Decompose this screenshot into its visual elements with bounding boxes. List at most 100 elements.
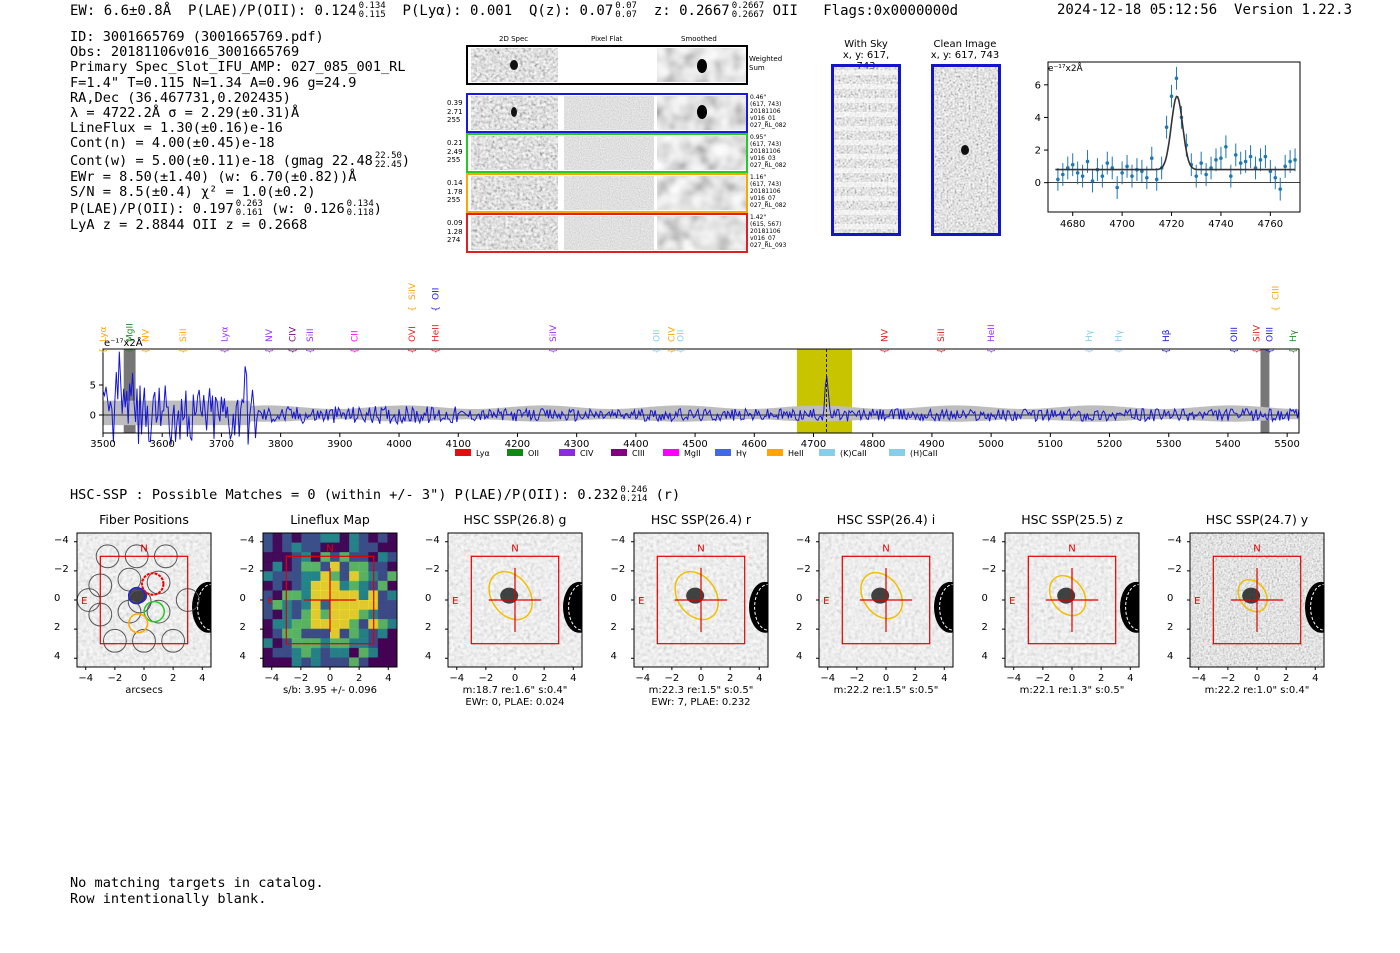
lineflux-map-cell — [310, 571, 321, 582]
hsc-xtick-label: −4 — [449, 673, 464, 684]
hsc-xtick-label: −2 — [107, 673, 122, 684]
lineflux-map-cell — [377, 533, 388, 544]
sky-band — [833, 140, 899, 145]
hsc-caption-1: m:22.2 re:1.0" s:0.4" — [1205, 685, 1310, 696]
zoom-data-point — [1130, 174, 1134, 178]
fiber-meta: 20181106 — [750, 148, 781, 155]
zoom-data-point — [1278, 187, 1283, 191]
fiber-meta: 20181106 — [750, 108, 781, 115]
lineflux-map-cell — [339, 609, 350, 620]
hsc-ytick-label: 4 — [1167, 651, 1174, 663]
hsc-ytick-label: 4 — [425, 651, 432, 663]
fiber-smoothed — [657, 176, 746, 210]
hsc-ytick-label: 2 — [981, 622, 988, 634]
spectrum-ylabel: e⁻¹⁷x2Å — [104, 336, 143, 349]
spectrum-line-brace: { — [408, 348, 418, 354]
hsc-ytick-label: 0 — [796, 593, 803, 604]
spectrum-xtick-label: 3800 — [268, 439, 293, 450]
zoom-data-point — [1070, 162, 1075, 167]
spectrum-top-line-label: SiIV — [408, 282, 418, 300]
fiber-row — [466, 173, 748, 213]
lineflux-map-cell — [358, 647, 369, 658]
hsc-ytick-label: −2 — [54, 563, 69, 575]
hsc-caption-1: m:22.1 re:1.3" s:0.5" — [1019, 685, 1124, 696]
north-label: N — [882, 544, 889, 555]
lineflux-map-cell — [262, 580, 273, 591]
fiber-row-stats: 0.21 2.49 255 — [447, 139, 463, 165]
hsc-caption-1: s/b: 3.95 +/- 0.096 — [282, 685, 376, 696]
spectrum-line-brace: { — [1252, 348, 1262, 354]
spectrum-error-band — [103, 400, 1299, 426]
spectrum-xtick-label: 4600 — [742, 439, 767, 450]
info-contw: Cont(w) = 5.00(±0.11)e-18 (gmag 22.48 22.… — [70, 150, 411, 170]
lineflux-map-cell — [329, 619, 340, 630]
fiber-stat: 0.14 — [447, 179, 463, 187]
spectrum-line-brace: { — [676, 348, 686, 354]
header-z-line: OII — [772, 3, 798, 19]
lineflux-map-cell — [262, 647, 273, 658]
lineflux-map-cell — [310, 580, 321, 591]
lineflux-map-cell — [272, 638, 283, 649]
zoom-data-point — [1154, 177, 1159, 182]
hsc-ytick-label: 0 — [981, 593, 988, 604]
hsc-panel-title: HSC SSP(24.7) y — [1206, 512, 1309, 527]
hsc-ytick-label: −2 — [425, 563, 440, 575]
lineflux-map-cell — [377, 628, 388, 639]
legend-label: CIV — [580, 449, 594, 458]
lineflux-map-cell — [291, 533, 302, 544]
spectrum-line-label: NV — [265, 328, 275, 342]
sky-band — [833, 182, 899, 187]
lineflux-map-cell — [386, 533, 397, 544]
lineflux-map-cell — [262, 590, 273, 601]
lineflux-map-cell — [319, 533, 330, 544]
zoom-fit-curve — [1055, 95, 1296, 171]
weighted-sum-label: Weighted Sum — [749, 55, 783, 72]
hsc-ytick-label: 4 — [54, 651, 61, 663]
header-version: Version 1.22.3 — [1234, 2, 1353, 18]
lineflux-map-cell — [300, 609, 311, 620]
hsc-xtick-label: 4 — [756, 673, 762, 684]
header-plya: P(Lyα): 0.001 — [402, 3, 513, 19]
spectrum-xtick-label: 5500 — [1274, 439, 1299, 450]
hsc-panel-title: Lineflux Map — [290, 512, 370, 527]
zoom-data-point — [1258, 158, 1263, 162]
spectrum-xtick-label: 4900 — [919, 439, 944, 450]
lineflux-map-cell — [329, 561, 340, 572]
spectrum-line-label: HeII — [987, 324, 997, 342]
header-plae-range: 0.134 0.115 — [358, 1, 386, 20]
north-label: N — [1068, 544, 1075, 555]
east-label: E — [1194, 596, 1200, 607]
zoom-xtick-label: 4760 — [1258, 219, 1283, 230]
spectrum-xtick-label: 3700 — [209, 439, 234, 450]
spectrum-line-label: CIV — [667, 326, 677, 342]
fiber-meta: 0.46" — [750, 94, 767, 101]
spectrum-line-label: OVI — [408, 326, 418, 342]
search-box — [285, 555, 374, 645]
lineflux-map-cell — [348, 647, 359, 658]
spectrum-line-brace: { — [99, 348, 109, 354]
lineflux-map-cell — [367, 647, 378, 658]
spectrum-line-brace: { — [288, 348, 298, 354]
spectrum-line-brace: { — [881, 348, 891, 354]
hsc-xtick-label: 0 — [141, 673, 147, 684]
spectrum-line-brace: { — [1162, 348, 1172, 354]
spectrum-line-brace: { — [937, 348, 947, 354]
lineflux-map-cell — [300, 580, 311, 591]
lineflux-map-cell — [281, 533, 292, 544]
fiber-row — [466, 213, 748, 253]
hsc-xtick-label: −2 — [1035, 673, 1050, 684]
lineflux-map-cell — [291, 542, 302, 553]
lineflux-map-cell — [272, 533, 283, 544]
spectrum-line-brace: { — [265, 348, 275, 354]
sky-band — [833, 154, 899, 159]
hsc-xtick-label: 4 — [1127, 673, 1133, 684]
zoom-ylabel: e⁻¹⁷x2Å — [1048, 62, 1084, 74]
hsc-panel-title: Fiber Positions — [99, 512, 189, 527]
fiber-circle-orange — [128, 613, 149, 634]
zoom-data-point — [1105, 161, 1110, 165]
hsc-caption-1: m:18.7 re:1.6" s:0.4" — [463, 685, 568, 696]
fiber-stat: 2.49 — [447, 147, 463, 156]
legend-swatch — [715, 449, 731, 456]
lineflux-map-cell — [262, 561, 273, 572]
search-box — [1027, 555, 1116, 645]
